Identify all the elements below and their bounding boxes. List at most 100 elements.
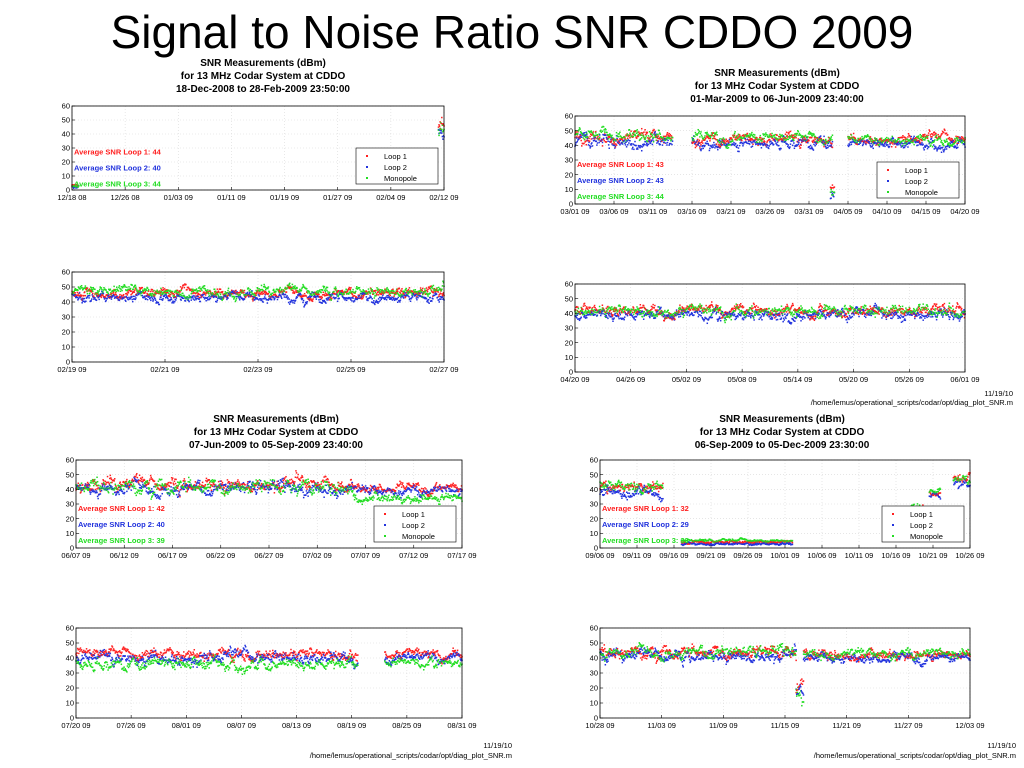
snr-point-monopole [80, 284, 83, 287]
snr-point-monopole [637, 131, 639, 133]
snr-point-loop-2 [671, 143, 673, 146]
snr-point-loop-2 [814, 144, 816, 147]
snr-point-monopole [135, 286, 137, 288]
snr-point-loop-2 [637, 313, 639, 315]
snr-point-monopole [442, 129, 445, 132]
snr-point-monopole [650, 310, 652, 313]
snr-point-loop-2 [652, 138, 654, 140]
snr-point-monopole [300, 290, 302, 292]
snr-point-loop-2 [291, 300, 294, 302]
snr-point-monopole [267, 287, 269, 290]
snr-point-monopole [583, 135, 585, 138]
snr-point-loop-2 [258, 295, 261, 297]
snr-point-loop-2 [90, 298, 93, 300]
snr-point-loop-1 [201, 295, 203, 298]
snr-point-loop-1 [920, 138, 923, 141]
snr-point-loop-2 [725, 144, 727, 147]
snr-point-loop-1 [102, 294, 104, 297]
snr-point-loop-2 [698, 310, 701, 313]
snr-point-loop-1 [646, 132, 648, 135]
snr-point-loop-2 [352, 297, 354, 299]
snr-point-loop-2 [716, 311, 718, 314]
snr-point-loop-1 [80, 294, 83, 297]
y-tick-label: 0 [66, 186, 70, 195]
snr-point-loop-1 [395, 293, 397, 295]
snr-point-loop-2 [598, 141, 600, 144]
snr-point-monopole [159, 293, 162, 295]
snr-point-loop-2 [594, 313, 596, 316]
snr-point-loop-2 [939, 148, 942, 150]
snr-point-loop-2 [76, 296, 79, 299]
snr-point-loop-1 [760, 137, 762, 139]
snr-point-monopole [956, 138, 958, 140]
snr-point-loop-2 [345, 297, 347, 299]
snr-point-loop-1 [130, 293, 132, 296]
snr-point-loop-2 [375, 299, 378, 302]
snr-point-loop-1 [666, 132, 669, 134]
snr-point-loop-2 [439, 132, 442, 134]
snr-point-loop-2 [191, 297, 193, 299]
snr-point-loop-2 [778, 144, 780, 147]
snr-point-loop-2 [754, 141, 757, 144]
snr-point-loop-2 [916, 141, 919, 143]
snr-point-monopole [95, 292, 97, 294]
snr-point-loop-2 [434, 292, 436, 294]
snr-point-loop-2 [954, 145, 957, 148]
snr-point-loop-1 [887, 139, 890, 141]
snr-point-monopole [292, 287, 294, 289]
snr-point-loop-2 [703, 320, 705, 322]
snr-point-loop-1 [890, 145, 893, 148]
snr-point-loop-2 [710, 316, 712, 319]
snr-point-monopole [416, 292, 419, 295]
snr-point-loop-2 [953, 146, 956, 149]
snr-point-monopole [247, 287, 250, 290]
snr-point-monopole [90, 287, 93, 289]
snr-point-loop-2 [921, 142, 923, 144]
snr-point-loop-1 [639, 304, 642, 306]
snr-point-loop-1 [129, 290, 132, 293]
y-tick-label: 20 [62, 158, 70, 167]
snr-point-loop-2 [371, 298, 373, 300]
snr-point-monopole [827, 141, 829, 143]
snr-point-monopole [221, 299, 223, 302]
snr-point-monopole [611, 134, 613, 137]
snr-point-monopole [671, 313, 674, 316]
snr-point-loop-2 [733, 141, 735, 144]
snr-point-monopole [299, 288, 301, 291]
snr-point-loop-2 [636, 314, 639, 316]
snr-point-loop-2 [859, 142, 862, 144]
snr-point-monopole [224, 292, 226, 295]
snr-point-loop-1 [173, 293, 175, 296]
snr-point-loop-1 [378, 289, 381, 291]
snr-point-loop-2 [642, 318, 645, 320]
snr-point-loop-1 [147, 290, 150, 292]
snr-point-monopole [810, 132, 812, 135]
snr-point-loop-2 [708, 149, 711, 152]
snr-point-monopole [164, 292, 166, 295]
snr-point-loop-1 [917, 137, 919, 139]
snr-point-loop-1 [808, 139, 810, 142]
snr-point-loop-1 [590, 138, 593, 140]
snr-point-monopole [575, 312, 577, 314]
snr-point-loop-2 [420, 291, 422, 294]
snr-point-loop-2 [302, 299, 305, 302]
snr-point-loop-2 [391, 296, 393, 298]
snr-point-loop-1 [656, 140, 659, 142]
snr-point-loop-2 [583, 315, 586, 317]
snr-point-loop-2 [197, 295, 199, 298]
snr-point-monopole [602, 308, 605, 310]
snr-point-monopole [606, 131, 608, 134]
snr-point-monopole [84, 285, 87, 287]
snr-point-loop-2 [92, 296, 95, 298]
snr-point-loop-2 [592, 137, 594, 140]
snr-point-loop-1 [155, 292, 157, 295]
snr-point-monopole [624, 136, 626, 139]
snr-point-loop-2 [710, 144, 712, 147]
snr-point-loop-2 [671, 140, 674, 142]
snr-point-monopole [691, 303, 693, 306]
snr-point-monopole [651, 315, 653, 317]
snr-point-loop-1 [833, 186, 836, 188]
snr-point-monopole [723, 319, 726, 322]
snr-point-loop-1 [718, 143, 720, 146]
snr-point-loop-1 [865, 142, 867, 145]
